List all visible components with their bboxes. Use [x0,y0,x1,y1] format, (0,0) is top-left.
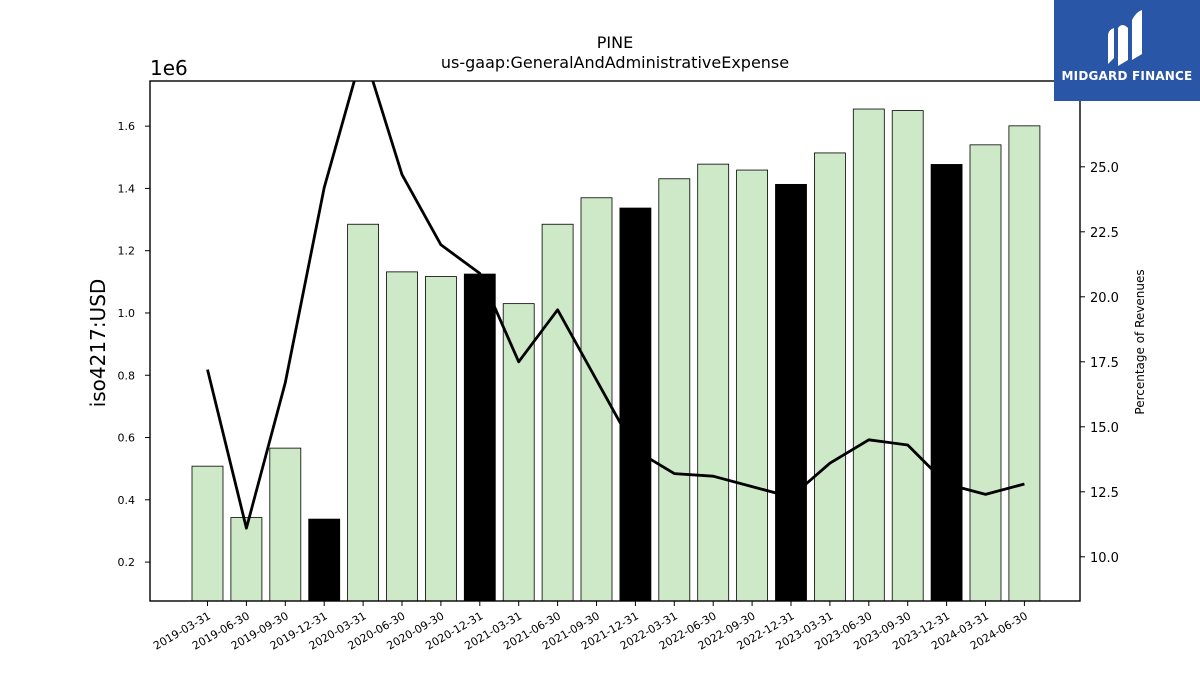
bar [852,108,885,602]
y2-axis-label: Percentage of Revenues [1133,269,1147,414]
left-axis: 0.2 0.4 0.6 0.8 1.0 1.2 1.4 1.6 [118,120,150,569]
bar [502,303,535,602]
y-tick-label: 0.6 [118,432,136,445]
y2-tick-label: 15.0 [1090,421,1119,436]
y2-tick-label: 20.0 [1090,291,1119,306]
y-tick-label: 1.6 [118,120,136,133]
bar [891,110,924,602]
y2-tick-label: 25.0 [1090,161,1119,176]
bar [697,163,730,602]
brand-logo: MIDGARD FINANCE [1054,0,1200,101]
x-axis: 2019-03-312019-06-302019-09-302019-12-31… [151,601,1030,653]
y-multiplier-label: 1e6 [150,56,188,80]
bar [969,144,1002,602]
y-tick-label: 1.2 [118,245,136,258]
y2-tick-label: 22.5 [1090,226,1119,241]
bar [930,164,963,602]
bar [736,169,768,602]
bar [386,271,418,602]
chart-title: PINE [597,33,633,52]
bar [814,152,846,602]
plot-frame [149,80,1081,602]
bar-series [191,108,1041,602]
y-tick-label: 0.4 [118,494,136,507]
bar [463,273,496,602]
y-axis-label: iso4217:USD [86,279,110,408]
bar [619,207,652,602]
line-series [206,81,1025,530]
bar [347,223,380,602]
bar [308,518,341,602]
bar [269,447,302,602]
y-tick-label: 1.0 [118,307,136,320]
bar [191,465,224,602]
bar [424,276,457,602]
chart-subtitle: us-gaap:GeneralAndAdministrativeExpense [441,53,789,72]
right-axis: 10.0 12.5 15.0 17.5 20.0 22.5 25.0 [1080,161,1119,566]
logo-mark-icon [1108,10,1142,66]
bar [541,223,574,602]
y2-tick-label: 12.5 [1090,486,1119,501]
y-tick-label: 1.4 [118,182,136,195]
y-tick-label: 0.2 [118,556,136,569]
y2-tick-label: 17.5 [1090,356,1119,371]
bar [230,517,263,602]
percentage-line [206,81,1025,530]
bar [658,178,691,602]
logo-text: MIDGARD FINANCE [1061,69,1193,83]
y-tick-label: 0.8 [118,369,136,382]
bar [1008,125,1041,602]
bar [775,183,807,602]
y2-tick-label: 10.0 [1090,551,1119,566]
